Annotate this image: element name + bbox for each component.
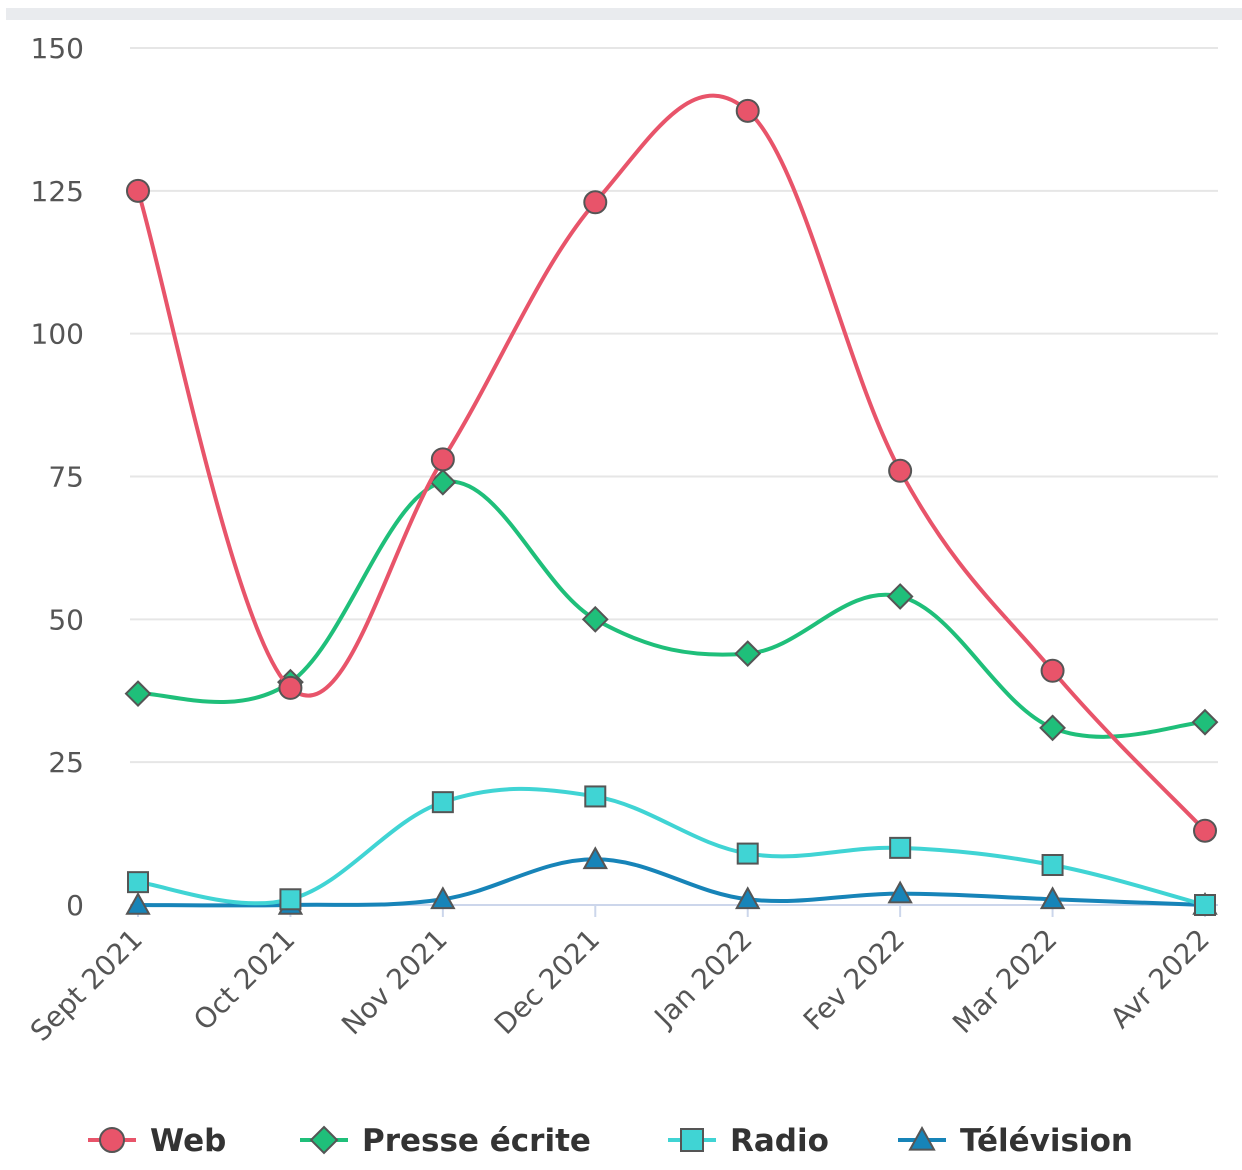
data-point-radio bbox=[1194, 894, 1216, 916]
data-point-web bbox=[1193, 818, 1217, 843]
x-tick-label: Fev 2022 bbox=[797, 923, 911, 1037]
data-point-t-l-vision bbox=[1039, 886, 1066, 910]
data-point-presse-crite bbox=[581, 605, 609, 633]
x-tick-label: Jan 2022 bbox=[647, 923, 759, 1035]
data-point-t-l-vision bbox=[125, 891, 151, 915]
legend-label: Radio bbox=[730, 1123, 829, 1159]
data-point-web bbox=[278, 675, 303, 700]
series-line-presse-crite bbox=[137, 479, 1206, 739]
top-border bbox=[6, 8, 1242, 20]
series-line-radio bbox=[137, 786, 1206, 907]
data-point-web bbox=[888, 458, 913, 483]
data-point-presse-crite bbox=[1191, 708, 1219, 736]
data-point-t-l-vision bbox=[430, 886, 456, 910]
data-point-t-l-vision bbox=[735, 886, 761, 910]
y-tick-label: 100 bbox=[31, 318, 84, 351]
series-line-t-l-vision bbox=[137, 857, 1206, 908]
data-point-radio bbox=[279, 888, 302, 911]
data-point-presse-crite bbox=[429, 468, 457, 496]
data-point-presse-crite bbox=[886, 583, 914, 610]
legend-marker bbox=[309, 1125, 339, 1155]
legend-marker bbox=[908, 1125, 936, 1151]
legend-item-presse-crite[interactable]: Presse écrite bbox=[300, 1123, 591, 1159]
legend-item-t-l-vision[interactable]: Télévision bbox=[898, 1123, 1133, 1159]
data-point-web bbox=[430, 447, 455, 472]
series-presse-crite bbox=[124, 468, 1219, 742]
data-point-web bbox=[1040, 658, 1065, 683]
legend-item-web[interactable]: Web bbox=[88, 1123, 226, 1159]
gridlines bbox=[130, 47, 1218, 906]
x-tick-label: Mar 2022 bbox=[946, 923, 1063, 1040]
legend-item-radio[interactable]: Radio bbox=[668, 1123, 829, 1159]
data-point-t-l-vision bbox=[582, 846, 608, 870]
legend-label: Presse écrite bbox=[362, 1123, 591, 1159]
series-radio bbox=[127, 785, 1216, 916]
data-point-radio bbox=[1041, 854, 1064, 877]
data-point-presse-crite bbox=[124, 680, 152, 708]
x-tick-label: Sept 2021 bbox=[24, 923, 149, 1048]
legend-marker bbox=[680, 1128, 704, 1152]
data-point-radio bbox=[889, 836, 912, 859]
data-point-t-l-vision bbox=[887, 880, 913, 904]
x-tick-label: Avr 2022 bbox=[1104, 923, 1216, 1035]
series-t-l-vision bbox=[125, 846, 1218, 915]
data-point-presse-crite bbox=[1039, 714, 1066, 742]
data-point-web bbox=[735, 98, 760, 123]
series-web bbox=[126, 93, 1217, 843]
data-point-radio bbox=[736, 842, 759, 865]
x-tick-label: Dec 2021 bbox=[488, 923, 606, 1041]
data-point-web bbox=[126, 178, 150, 203]
data-point-radio bbox=[431, 791, 454, 814]
data-point-presse-crite bbox=[734, 640, 762, 668]
legend-label: Télévision bbox=[960, 1123, 1133, 1159]
x-tick-label: Nov 2021 bbox=[335, 923, 454, 1042]
y-tick-label: 125 bbox=[31, 175, 84, 208]
y-tick-label: 75 bbox=[48, 461, 84, 494]
series-line-web bbox=[136, 93, 1207, 833]
x-tick-label: Oct 2021 bbox=[187, 923, 301, 1037]
legend-marker bbox=[99, 1127, 125, 1153]
y-tick-label: 50 bbox=[48, 603, 84, 636]
data-point-radio bbox=[127, 871, 149, 894]
data-point-web bbox=[583, 190, 608, 215]
y-tick-label: 25 bbox=[48, 746, 84, 779]
data-point-radio bbox=[584, 785, 607, 808]
legend-label: Web bbox=[150, 1123, 226, 1159]
y-tick-label: 0 bbox=[66, 889, 84, 922]
y-tick-label: 150 bbox=[31, 32, 84, 65]
